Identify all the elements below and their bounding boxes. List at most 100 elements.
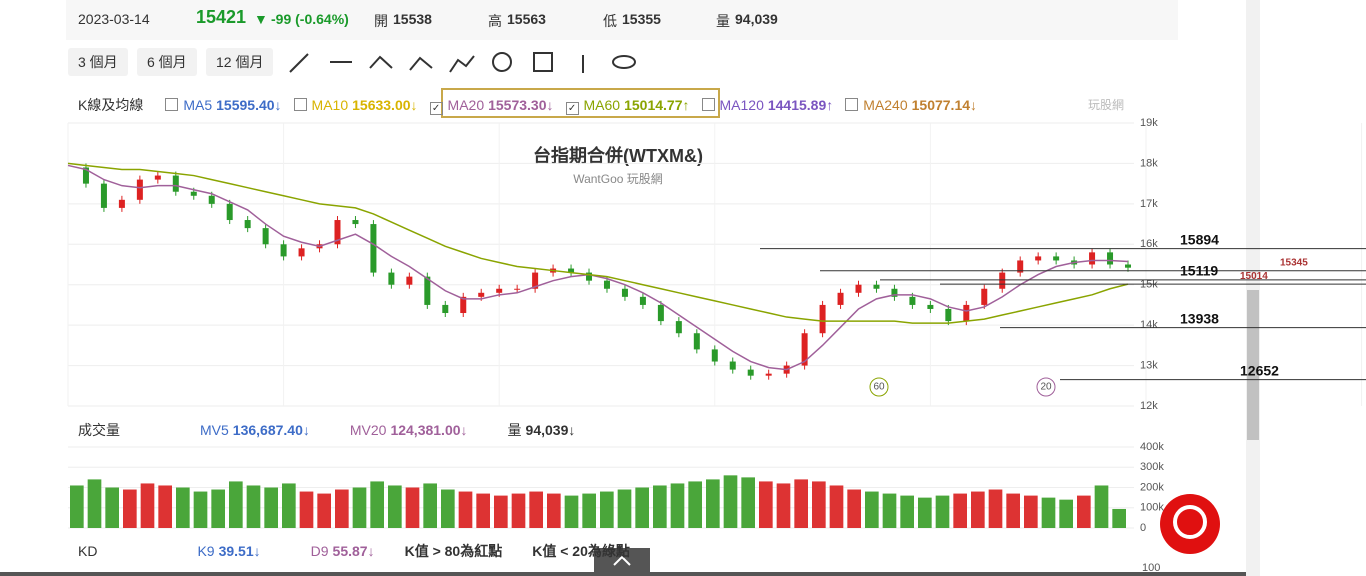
volume-bar (299, 491, 314, 528)
volume-bar (688, 481, 702, 528)
tool-rect[interactable] (533, 52, 553, 72)
volume-bar (441, 489, 455, 528)
kd-axis-label: 100 (1142, 562, 1160, 574)
checkbox[interactable]: ✓ (429, 102, 443, 115)
candle-body (1089, 252, 1096, 265)
change: -99 (-0.64%) (271, 11, 349, 27)
legend-label: KD (78, 543, 98, 559)
candle-body (514, 288, 521, 290)
checkbox[interactable] (845, 98, 859, 111)
candle-body (819, 304, 826, 334)
quote-header: 2023-03-14 15421 ▼ -99 (-0.64%) 開 15538 … (66, 0, 1178, 40)
ma-line (67, 162, 1129, 324)
tool-wave[interactable] (449, 55, 475, 73)
tool-circle[interactable] (492, 52, 512, 72)
candle-body (496, 288, 503, 293)
level-label: 15119 (1180, 263, 1218, 279)
tool-line[interactable] (289, 53, 309, 73)
volume-bar (812, 481, 826, 528)
volume-bar (405, 487, 420, 528)
candle-body (154, 175, 161, 180)
legend-value: 15014.77↑ (624, 97, 690, 113)
volume-bar (317, 493, 331, 528)
volume-bar (670, 483, 685, 528)
high-label: 高 (488, 13, 502, 29)
signal-marker (869, 377, 889, 397)
volume-bar (988, 489, 1003, 528)
checkbox[interactable] (165, 98, 179, 111)
legend-label: 成交量 (78, 422, 120, 438)
range-button[interactable]: 6 個月 (137, 48, 197, 76)
volume-bar (193, 491, 208, 528)
legend-value: 55.87↓ (332, 543, 375, 559)
volume-bar (423, 483, 437, 528)
volume: 94,039 (735, 11, 778, 27)
y-tick-label: 12k (1140, 400, 1158, 412)
signal-marker (1036, 377, 1056, 397)
candle-body (172, 175, 179, 192)
range-button[interactable]: 12 個月 (206, 48, 274, 76)
checkbox[interactable] (701, 98, 715, 111)
candle-body (657, 304, 664, 322)
volume-bar (476, 493, 490, 528)
volume-bar (1112, 508, 1126, 528)
volume-bar (1041, 497, 1056, 528)
volume-bar (882, 493, 897, 528)
candle-body (334, 220, 341, 245)
candle-body (603, 280, 610, 289)
candle-body (729, 361, 736, 370)
candle-body (693, 333, 700, 350)
chat-button[interactable] (1160, 494, 1220, 554)
tool-hide[interactable] (612, 55, 636, 69)
legend-label: K線及均線 (78, 97, 144, 113)
kd-note: K值 < 20為綠點 (532, 543, 630, 559)
low: 15355 (622, 11, 661, 27)
volume-bar (918, 497, 932, 528)
candle-body (424, 276, 431, 305)
collapse-tab[interactable] (594, 548, 650, 576)
legend-value: 39.51↓ (218, 543, 261, 559)
candle-body (388, 272, 395, 285)
candle-body (963, 304, 970, 322)
volume-bar (87, 479, 102, 528)
volume-bar (511, 493, 526, 528)
volume-bar (829, 485, 844, 528)
y-tick-label: 13k (1140, 359, 1158, 371)
candle-body (118, 199, 125, 208)
candle-body (280, 244, 287, 257)
volume-bar (494, 495, 508, 528)
range-button[interactable]: 3 個月 (68, 48, 128, 76)
tool-abc[interactable] (409, 56, 433, 71)
candle-body (981, 288, 988, 305)
volume-bar (741, 477, 755, 528)
checkbox[interactable] (293, 98, 307, 111)
scrollbar[interactable] (1246, 0, 1260, 576)
volume-bar (370, 481, 384, 528)
volume-bar (352, 487, 367, 528)
volume-bar (105, 487, 119, 528)
legend-name: 量 (507, 422, 522, 438)
volume-bar (264, 487, 278, 528)
candle-body (100, 183, 107, 208)
volume-bar (246, 485, 261, 528)
low-label: 低 (603, 13, 617, 29)
watermark: 玩股網 (1088, 98, 1124, 112)
candle-body (82, 167, 89, 184)
candle-body (909, 296, 916, 305)
y-tick-label: 17k (1140, 198, 1158, 210)
volume-bar (1094, 485, 1109, 528)
candle-body (370, 224, 377, 273)
tool-angle[interactable] (369, 55, 393, 69)
y-tick-label: 200k (1140, 481, 1164, 493)
volume-bar (70, 485, 84, 528)
legend-name: MA10 (311, 97, 349, 113)
candle-body (999, 272, 1006, 289)
candle-body (675, 321, 682, 334)
volume-bar (776, 483, 791, 528)
volume-bar (723, 475, 738, 528)
volume-bar (335, 489, 349, 528)
collapse-arrow (613, 555, 631, 566)
checkbox[interactable]: ✓ (565, 102, 579, 115)
legend-name: MV20 (349, 422, 387, 438)
candle-body (801, 333, 808, 366)
